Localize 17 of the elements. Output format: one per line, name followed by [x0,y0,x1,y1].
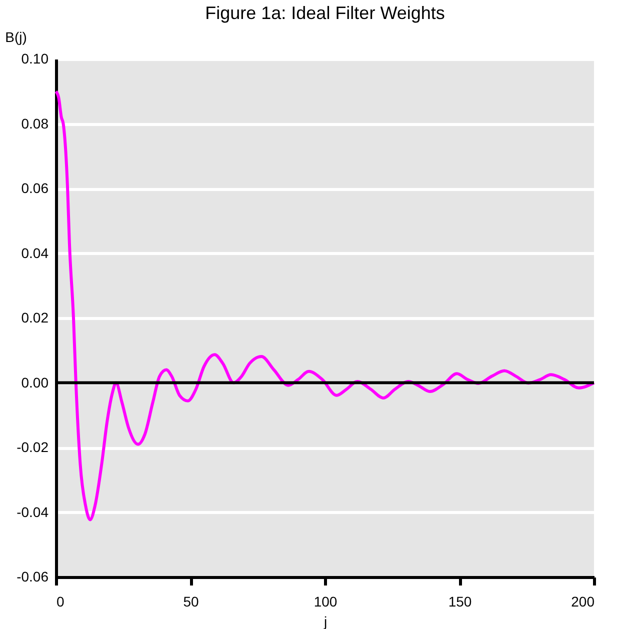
y-tick-label: 0.08 [21,115,49,132]
chart-title: Figure 1a: Ideal Filter Weights [205,3,445,23]
y-tick-label: 0.00 [21,374,49,390]
y-tick-label: -0.04 [16,504,49,520]
y-tick-label: 0.10 [21,50,49,66]
x-tick-label: 150 [448,594,472,610]
y-tick-label: 0.04 [21,244,49,261]
y-tick-label: 0.06 [21,180,49,196]
x-tick-label: 100 [314,594,338,610]
line-series [54,90,596,522]
y-tick-label: -0.02 [16,439,49,455]
y-tick-label: -0.06 [16,568,49,584]
x-tick-label: 200 [571,594,595,610]
y-tick-label: 0.02 [21,310,49,326]
y-axis-title: B(j) [5,29,27,45]
x-tick-label: 0 [56,594,64,610]
x-tick-label: 50 [183,594,199,610]
